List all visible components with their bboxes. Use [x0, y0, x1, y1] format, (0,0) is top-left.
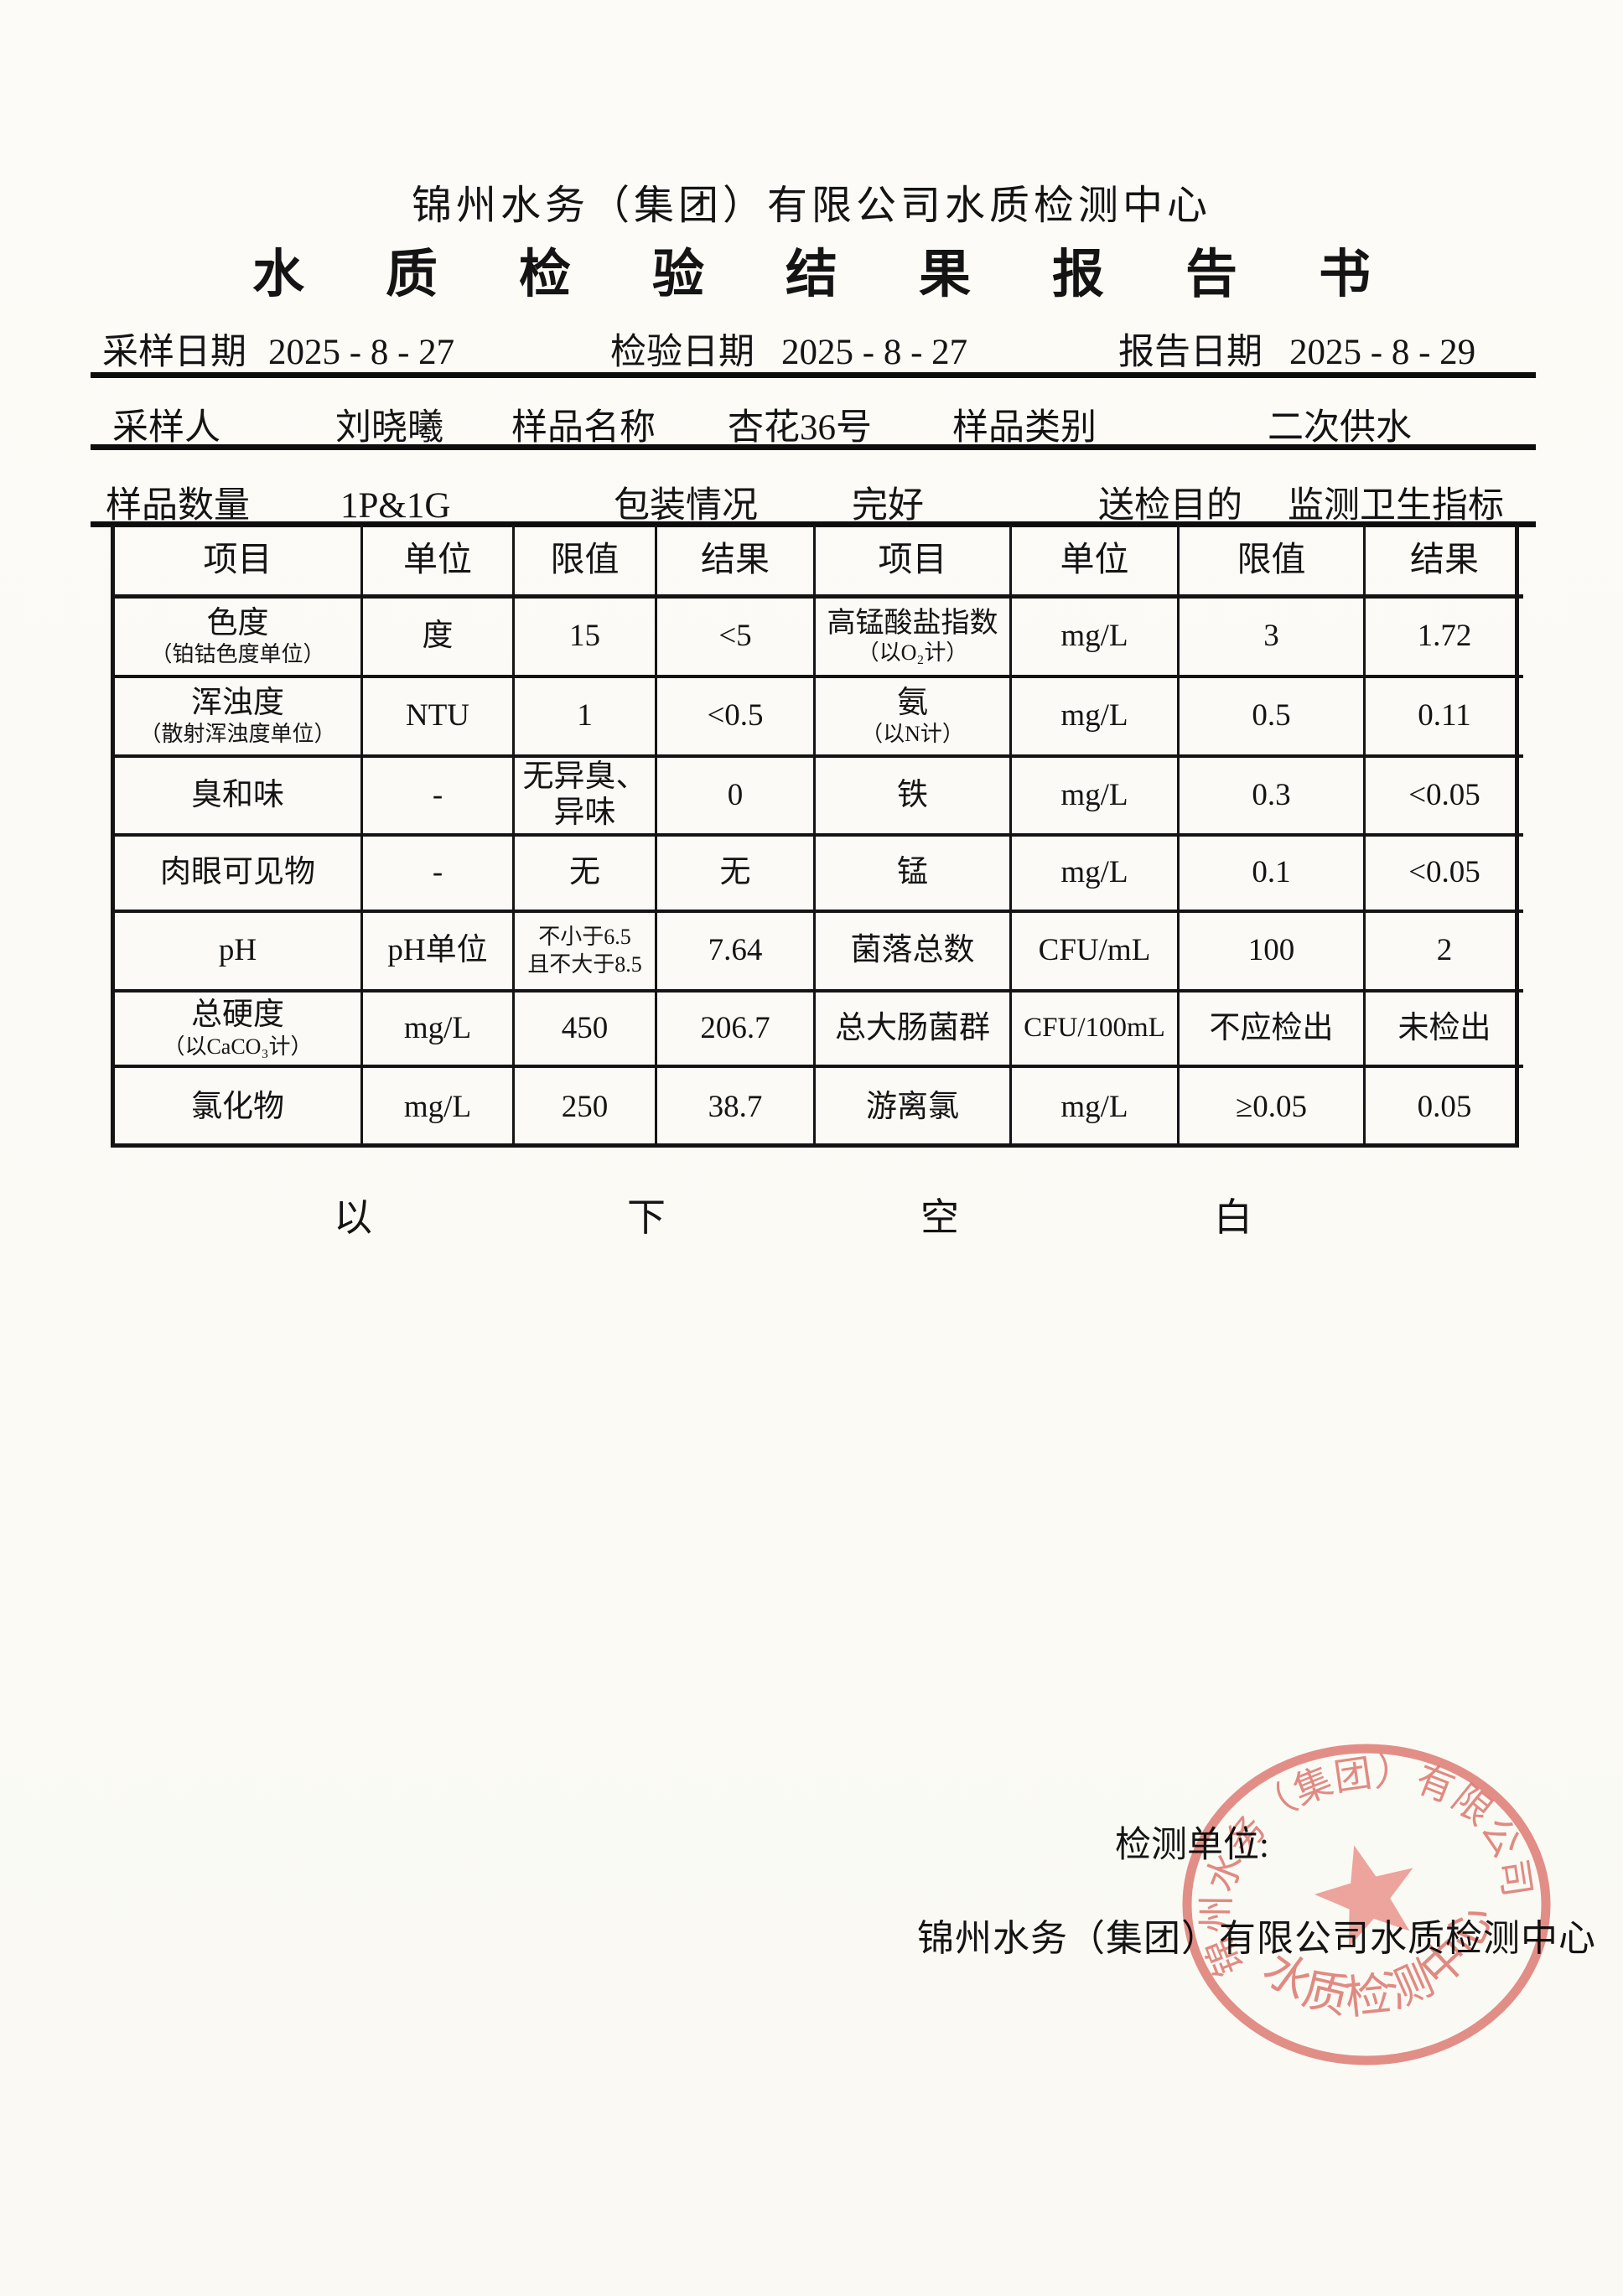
table-cell-result: 0 — [657, 758, 816, 837]
table-cell-item: 色度 （铂钴色度单位） — [115, 599, 363, 678]
sample-type-value: 二次供水 — [1268, 408, 1412, 448]
table-cell-unit: mg/L — [1012, 837, 1180, 913]
table-cell-limit: 450 — [515, 993, 657, 1068]
table-cell-limit: 250 — [515, 1068, 657, 1148]
table-cell-item: 铁 — [816, 758, 1012, 837]
table-header-cell: 单位 — [1012, 525, 1180, 599]
table-cell-item: pH — [115, 913, 363, 993]
sample-date-value: 2025 - 8 - 27 — [268, 333, 455, 372]
results-table: 项目 单位 限值 结果 项目 单位 限值 结果 色度 （铂钴色度单位） 度 15 … — [111, 525, 1523, 1148]
table-cell-result: 0.05 — [1417, 1090, 1472, 1125]
table-cell-result: 未检出 — [1366, 993, 1523, 1068]
table-cell-result: 206.7 — [657, 993, 816, 1068]
table-cell-item: 高锰酸盐指数 （以O₂计） — [816, 599, 1012, 678]
table-header-cell: 项目 — [115, 525, 363, 599]
table-cell-item: 浑浊度 （散射浑浊度单位） — [115, 678, 363, 758]
packing-label: 包装情况 — [614, 486, 758, 526]
table-cell-unit: - — [363, 758, 515, 837]
report-date-label: 报告日期 — [1118, 333, 1263, 372]
table-cell-unit: mg/L — [1012, 758, 1180, 837]
report-title: 水质检验结果报告书 — [0, 231, 1623, 307]
sample-qty-label: 样品数量 — [106, 486, 250, 526]
table-cell-limit: 不小于6.5 且不大于8.5 — [515, 913, 657, 993]
table-cell-limit: 0.3 — [1180, 758, 1366, 837]
table-cell-item: 肉眼可见物 — [115, 837, 363, 913]
divider-line — [91, 521, 1536, 527]
table-cell-unit: mg/L — [1012, 678, 1180, 758]
table-cell-limit: 1 — [515, 678, 657, 758]
stamp-star-icon — [1314, 1845, 1413, 1948]
table-header-cell: 单位 — [363, 525, 515, 599]
table-header-cell: 结果 — [657, 525, 816, 599]
divider-line — [91, 372, 1536, 378]
table-header-cell: 限值 — [515, 525, 657, 599]
org-title: 锦州水务（集团）有限公司水质检测中心 — [411, 184, 1211, 228]
table-cell-limit: 0.5 — [1180, 678, 1366, 758]
table-cell-unit: 度 — [363, 599, 515, 678]
table-cell-unit: NTU — [363, 678, 515, 758]
table-cell-limit: 不应检出 — [1180, 993, 1366, 1068]
table-cell-unit: pH单位 — [363, 913, 515, 993]
sample-name-value: 杏花36号 — [728, 408, 872, 448]
table-cell-result: 1.72 — [1366, 599, 1523, 678]
table-cell-item: 锰 — [816, 837, 1012, 913]
sample-type-label: 样品类别 — [952, 408, 1097, 448]
sample-date-label: 采样日期 — [102, 333, 246, 372]
table-cell-result: 2 — [1366, 913, 1523, 993]
sampler-label: 采样人 — [112, 408, 220, 448]
table-cell-item: 游离氯 — [816, 1068, 1012, 1148]
table-cell-limit: 3 — [1180, 599, 1366, 678]
table-cell-unit: CFU/mL — [1012, 913, 1180, 993]
table-cell-result: <0.5 — [657, 678, 816, 758]
table-cell-unit: - — [363, 837, 515, 913]
sample-qty-value: 1P&1G — [340, 486, 451, 526]
table-cell-item: 氨（以N计） — [816, 678, 1012, 758]
table-cell-result: 0.11 — [1366, 678, 1523, 758]
purpose-value: 监测卫生指标 — [1288, 486, 1504, 526]
inspection-unit-name: 锦州水务（集团）有限公司水质检测中心 — [917, 1918, 1596, 1959]
packing-value: 完好 — [852, 486, 924, 526]
table-header-cell: 限值 — [1180, 525, 1366, 599]
purpose-label: 送检目的 — [1098, 486, 1242, 526]
table-cell-result: 无 — [657, 837, 816, 913]
blank-note: 以 下 空 白 — [334, 1196, 1252, 1239]
table-cell-unit: mg/L — [363, 1068, 515, 1148]
table-cell-result: 7.64 — [657, 913, 816, 993]
sample-name-label: 样品名称 — [511, 408, 656, 448]
table-cell-result: <5 — [657, 599, 816, 678]
report-date-value: 2025 - 8 - 29 — [1289, 333, 1476, 372]
table-cell-item: 总大肠菌群 — [816, 993, 1012, 1068]
table-cell-item: 总硬度 （以CaCO₃计） — [115, 993, 363, 1068]
divider-line — [91, 444, 1536, 450]
sampler-value: 刘晓曦 — [335, 408, 443, 448]
table-cell-limit: 15 — [515, 599, 657, 678]
test-date-label: 检验日期 — [610, 333, 754, 372]
table-cell-unit: mg/L — [1012, 1068, 1180, 1148]
table-cell-unit: CFU/100mL — [1012, 993, 1180, 1068]
table-cell-unit: mg/L — [363, 993, 515, 1068]
table-cell-result: <0.05 — [1366, 837, 1523, 913]
table-cell-result: 38.7 — [657, 1068, 816, 1148]
table-cell-limit: 无 — [515, 837, 657, 913]
table-header-cell: 结果 — [1366, 525, 1523, 599]
table-cell-result: <0.05 — [1366, 758, 1523, 837]
table-cell-unit: mg/L — [1012, 599, 1180, 678]
table-cell-item: 臭和味 — [115, 758, 363, 837]
table-cell-limit: 0.1 — [1180, 837, 1366, 913]
table-header-cell: 项目 — [816, 525, 1012, 599]
table-cell-limit: 100 — [1180, 913, 1366, 993]
table-cell-item: 氯化物 — [115, 1068, 363, 1148]
official-stamp: 锦州水务（集团）有限公司 水质检测中心 — [1160, 1713, 1551, 2065]
table-cell-limit: ≥0.05 — [1180, 1068, 1366, 1148]
table-cell-limit: 无异臭、 异味 — [515, 758, 657, 837]
test-date-value: 2025 - 8 - 27 — [781, 333, 968, 372]
table-cell-item: 菌落总数 — [816, 913, 1012, 993]
report-title-text: 水质检验结果报告书 — [251, 246, 1452, 303]
stamp-ring — [1182, 1744, 1551, 2065]
